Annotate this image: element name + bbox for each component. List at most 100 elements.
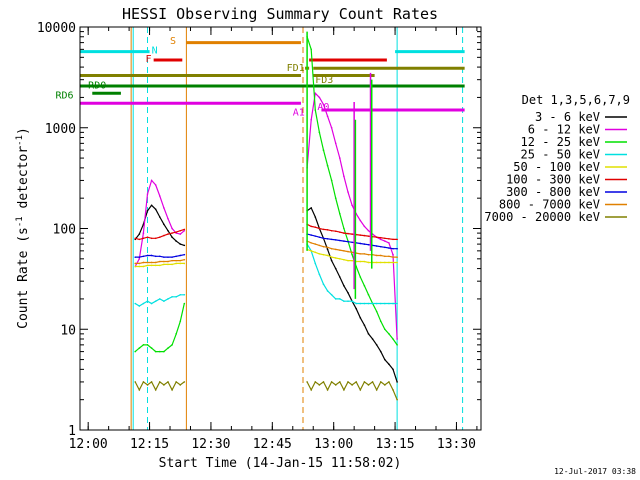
- data-point: [388, 381, 390, 383]
- data-point: [326, 238, 329, 240]
- data-point: [396, 338, 398, 340]
- data-point: [134, 302, 137, 305]
- data-point: [322, 245, 325, 248]
- data-point: [343, 227, 345, 230]
- data-point: [175, 381, 177, 383]
- legend-label: 12 - 25 keV: [521, 135, 600, 149]
- data-point: [396, 398, 398, 401]
- data-point: [375, 245, 378, 247]
- data-point: [384, 246, 386, 249]
- data-point: [138, 347, 141, 349]
- data-point: [150, 204, 153, 207]
- data-point: [339, 381, 341, 383]
- series-layer: [134, 31, 398, 401]
- data-point: [339, 239, 341, 242]
- data-point: [359, 389, 362, 391]
- flag-label: A0: [317, 102, 329, 113]
- data-point: [179, 229, 182, 232]
- data-point: [379, 245, 382, 248]
- data-point: [142, 261, 145, 264]
- flag-label: FD3: [315, 75, 333, 86]
- data-point: [326, 248, 329, 251]
- data-point: [167, 229, 169, 232]
- y-tick-label: 1: [68, 424, 76, 439]
- data-point: [379, 350, 382, 353]
- data-point: [167, 233, 169, 235]
- data-point: [334, 197, 337, 199]
- data-point: [314, 243, 317, 245]
- data-point: [142, 265, 145, 268]
- data-point: [379, 302, 382, 305]
- data-point: [326, 164, 329, 167]
- data-point: [179, 243, 182, 245]
- data-point: [347, 250, 349, 253]
- data-point: [347, 292, 349, 294]
- data-point: [314, 92, 317, 95]
- data-point: [339, 157, 341, 159]
- legend-label: 800 - 7000 keV: [499, 198, 600, 212]
- data-point: [183, 262, 186, 265]
- data-point: [134, 237, 137, 240]
- flag-label: RD0: [88, 80, 106, 91]
- data-point: [334, 298, 337, 300]
- data-point: [167, 381, 169, 383]
- data-point: [343, 284, 345, 287]
- data-point: [363, 302, 366, 305]
- data-point: [138, 305, 141, 307]
- data-point: [347, 232, 349, 235]
- data-point: [163, 384, 165, 386]
- data-point: [150, 261, 153, 264]
- legend-label: 7000 - 20000 keV: [484, 210, 600, 224]
- data-point: [134, 350, 137, 353]
- data-point: [367, 333, 370, 335]
- data-point: [384, 302, 386, 305]
- data-point: [167, 347, 169, 349]
- data-point: [388, 247, 390, 249]
- data-point: [359, 253, 362, 255]
- series-line: [134, 303, 185, 353]
- data-point: [183, 253, 186, 256]
- data-point: [396, 261, 398, 264]
- data-point: [158, 216, 161, 218]
- data-point: [334, 230, 337, 233]
- y-axis-label-end: ): [16, 127, 31, 135]
- data-point: [384, 358, 386, 361]
- data-point: [318, 273, 321, 276]
- data-point: [167, 217, 169, 220]
- data-point: [175, 255, 177, 258]
- data-point: [314, 235, 317, 237]
- data-point: [359, 219, 362, 222]
- data-point: [146, 300, 149, 302]
- data-point: [167, 256, 169, 258]
- data-point: [138, 389, 141, 391]
- data-point: [322, 283, 325, 285]
- data-point: [310, 207, 312, 209]
- data-point: [183, 258, 186, 261]
- data-point: [388, 238, 390, 240]
- data-point: [163, 223, 165, 226]
- data-point: [163, 234, 165, 237]
- data-point: [167, 298, 169, 300]
- data-point: [343, 300, 345, 302]
- plot-frame: [79, 26, 482, 431]
- data-point: [326, 254, 329, 257]
- series-line: [134, 179, 185, 267]
- data-point: [179, 254, 182, 257]
- data-point: [379, 261, 382, 264]
- y-tick-label: 1000: [45, 122, 76, 137]
- data-point: [343, 232, 345, 234]
- data-point: [314, 216, 317, 218]
- data-point: [330, 229, 333, 232]
- data-point: [330, 293, 333, 296]
- data-point: [363, 253, 366, 255]
- x-tick-label: 13:30: [437, 437, 476, 452]
- data-point: [355, 302, 357, 305]
- svg-text:Count Rate (s-1 detector-1): Count Rate (s-1 detector-1): [15, 127, 31, 329]
- data-point: [384, 240, 386, 242]
- data-point: [322, 103, 325, 106]
- data-point: [367, 293, 370, 296]
- data-point: [367, 229, 370, 232]
- data-point: [179, 384, 182, 386]
